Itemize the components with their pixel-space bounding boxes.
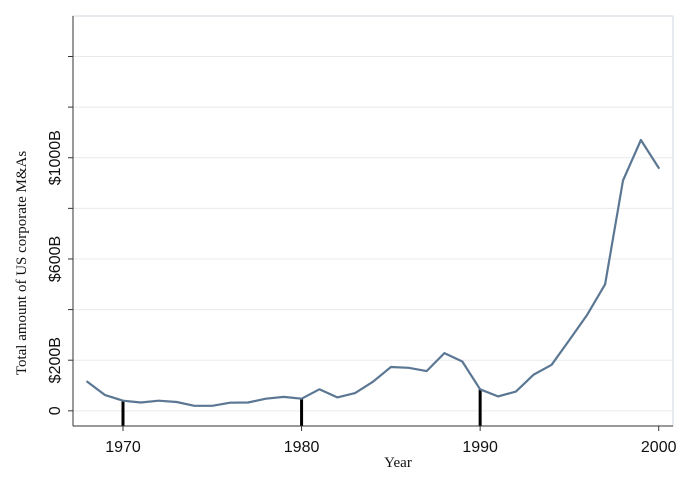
- y-tick-label-3: $600B: [47, 236, 64, 282]
- x-tick-label-3: 2000: [641, 439, 677, 456]
- grid-lines: [73, 55, 673, 412]
- plot-area: [72, 15, 674, 427]
- series-line-0: [86, 138, 660, 407]
- x-tick-label-1: 1980: [284, 439, 320, 456]
- y-tick-label-5: $1000B: [47, 130, 64, 185]
- y-tick-label-1: $200B: [47, 337, 64, 383]
- recession-markers: [121, 389, 482, 426]
- x-tick-label-0: 1970: [105, 439, 141, 456]
- y-tick-label-0: 0: [47, 406, 64, 415]
- y-axis: 0 $200B $600B $1000B: [47, 16, 74, 426]
- series-lines: [86, 138, 660, 407]
- x-axis: 1970 1980 1990 2000: [73, 425, 677, 456]
- x-tick-label-2: 1990: [462, 439, 498, 456]
- y-axis-title: Total amount of US corporate M&As: [14, 151, 30, 375]
- x-axis-title: Year: [384, 455, 412, 471]
